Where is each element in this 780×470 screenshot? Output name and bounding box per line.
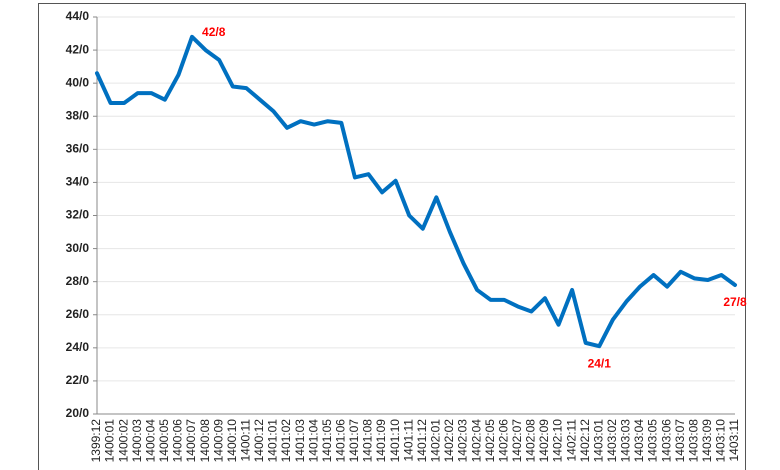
- x-tick-label: 1402:10: [551, 419, 565, 463]
- x-tick-label: 1403:05: [646, 419, 660, 463]
- x-tick-label: 1401:03: [293, 419, 307, 463]
- x-tick-label: 1402:11: [564, 419, 578, 462]
- x-tick-label: 1402:05: [483, 419, 497, 463]
- x-tick-label: 1403:04: [632, 419, 646, 463]
- x-tick-label: 1402:12: [578, 419, 592, 463]
- x-tick-label: 1402:01: [429, 419, 443, 463]
- x-tick-label: 1400:12: [252, 419, 266, 463]
- y-tick-label: 42/0: [66, 42, 90, 56]
- x-tick-label: 1403:08: [686, 419, 700, 463]
- chart-frame: [38, 3, 746, 470]
- y-tick-label: 20/0: [66, 406, 90, 420]
- y-tick-label: 30/0: [66, 241, 90, 255]
- x-tick-label: 1402:08: [524, 419, 538, 463]
- x-tick-label: 1402:07: [510, 419, 524, 463]
- x-tick-label: 1402:06: [496, 419, 510, 463]
- x-tick-label: 1400:05: [157, 419, 171, 463]
- x-tick-label: 1400:06: [171, 419, 185, 463]
- x-tick-label: 1403:01: [591, 419, 605, 463]
- x-tick-label: 1403:09: [700, 419, 714, 463]
- x-tick-label: 1401:06: [334, 419, 348, 463]
- y-tick-label: 36/0: [66, 142, 90, 156]
- x-tick-label: 1400:08: [198, 419, 212, 463]
- x-tick-label: 1401:07: [347, 419, 361, 463]
- y-tick-label: 26/0: [66, 307, 90, 321]
- x-tick-label: 1401:04: [306, 419, 320, 463]
- value-label: 42/8: [202, 25, 226, 39]
- x-tick-label: 1402:03: [456, 419, 470, 463]
- x-tick-label: 1402:04: [469, 419, 483, 463]
- x-tick-label: 1400:02: [116, 419, 130, 463]
- value-label: 27/8: [723, 295, 747, 309]
- x-tick-label: 1402:02: [442, 419, 456, 463]
- x-tick-label: 1401:10: [388, 419, 402, 463]
- x-tick-label: 1399:12: [89, 419, 103, 463]
- x-tick-label: 1401:02: [279, 419, 293, 463]
- x-tick-label: 1403:10: [714, 419, 728, 463]
- x-tick-label: 1400:10: [225, 419, 239, 463]
- x-tick-label: 1403:03: [619, 419, 633, 463]
- x-tick-label: 1401:08: [361, 419, 375, 463]
- y-tick-label: 34/0: [66, 175, 90, 189]
- x-tick-label: 1403:11: [727, 419, 741, 462]
- x-tick-label: 1400:04: [143, 419, 157, 463]
- y-tick-label: 40/0: [66, 75, 90, 89]
- x-tick-label: 1403:06: [659, 419, 673, 463]
- x-tick-label: 1403:07: [673, 419, 687, 463]
- y-tick-label: 24/0: [66, 340, 90, 354]
- x-tick-label: 1401:09: [374, 419, 388, 463]
- x-tick-label: 1400:01: [103, 419, 117, 463]
- x-tick-label: 1401:11: [401, 419, 415, 462]
- x-tick-label: 1401:01: [266, 419, 280, 463]
- x-tick-label: 1400:11: [238, 419, 252, 462]
- y-tick-label: 44/0: [66, 9, 90, 23]
- x-tick-label: 1402:09: [537, 419, 551, 463]
- x-tick-label: 1403:02: [605, 419, 619, 463]
- x-tick-label: 1400:07: [184, 419, 198, 463]
- value-label: 24/1: [588, 356, 612, 370]
- y-tick-label: 28/0: [66, 274, 90, 288]
- x-tick-label: 1401:12: [415, 419, 429, 463]
- x-tick-label: 1400:03: [130, 419, 144, 463]
- y-tick-label: 22/0: [66, 373, 90, 387]
- x-tick-label: 1400:09: [211, 419, 225, 463]
- x-tick-label: 1401:05: [320, 419, 334, 463]
- data-line: [95, 34, 737, 349]
- y-tick-label: 32/0: [66, 208, 90, 222]
- y-tick-label: 38/0: [66, 108, 90, 122]
